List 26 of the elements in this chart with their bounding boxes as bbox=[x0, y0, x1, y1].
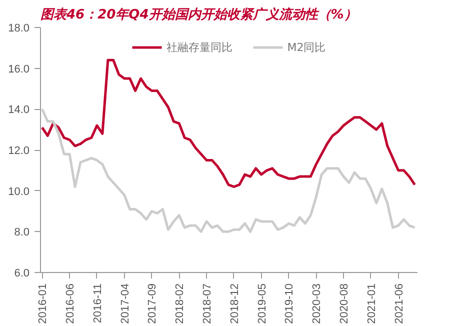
chart-title: 图表46：20年Q4开始国内开始收紧广义流动性（%） bbox=[40, 6, 357, 22]
x-tick-label: 2019-05 bbox=[256, 283, 268, 324]
y-tick-label: 14.0 bbox=[8, 104, 30, 116]
x-tick-label: 2017-04 bbox=[119, 283, 132, 324]
x-tick-label: 2021-01 bbox=[366, 283, 378, 324]
x-tick-label: 2016-01 bbox=[37, 283, 50, 324]
x-tick-label: 2021-06 bbox=[393, 283, 406, 324]
y-tick-label: 8.0 bbox=[14, 226, 30, 239]
line-series bbox=[40, 58, 416, 188]
x-tick-label: 2019-10 bbox=[284, 283, 296, 324]
legend-label: 社融存量同比 bbox=[166, 40, 232, 54]
x-tick-label: 2016-06 bbox=[64, 283, 77, 324]
y-tick-label: 12.0 bbox=[8, 145, 30, 157]
line-series bbox=[40, 108, 416, 233]
x-tick-label: 2017-09 bbox=[146, 283, 159, 324]
x-tick-label: 2018-12 bbox=[228, 283, 241, 324]
x-tick-label: 2018-02 bbox=[174, 283, 186, 324]
x-tick-label: 2020-03 bbox=[311, 283, 324, 324]
y-tick-label: 10.0 bbox=[8, 186, 30, 198]
x-tick-label: 2020-08 bbox=[338, 283, 351, 324]
y-tick-label: 18.0 bbox=[8, 22, 30, 34]
x-tick-label: 2016-11 bbox=[92, 283, 104, 324]
y-tick-label: 6.0 bbox=[14, 268, 30, 280]
legend-label: M2同比 bbox=[287, 40, 326, 54]
x-tick-label: 2018-07 bbox=[202, 283, 214, 324]
y-tick-label: 16.0 bbox=[8, 63, 30, 76]
